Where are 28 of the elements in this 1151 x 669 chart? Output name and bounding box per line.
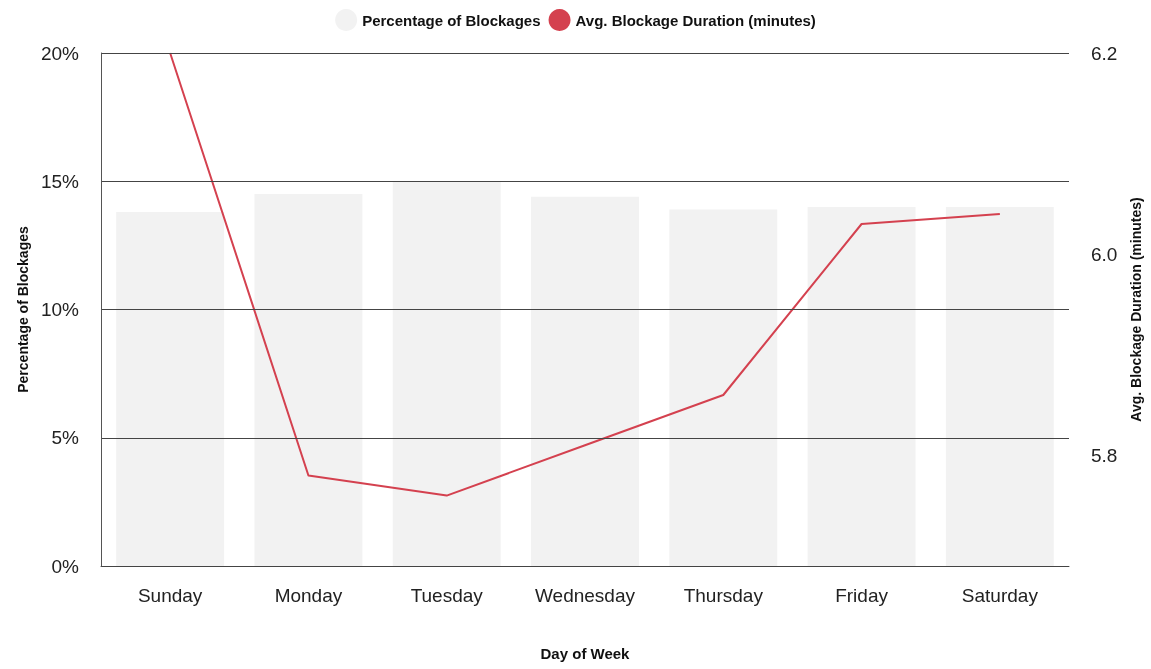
x-tick-label: Monday	[274, 585, 343, 606]
y-tick-label: 20%	[40, 42, 80, 64]
y2-tick-label: 5.8	[1091, 444, 1118, 466]
bar	[254, 194, 363, 566]
y-tick-label: 15%	[40, 170, 80, 192]
legend-label: Avg. Blockage Duration (minutes)	[575, 11, 816, 29]
y-tick-label: 5%	[51, 427, 80, 449]
legend-label: Percentage of Blockages	[362, 11, 541, 29]
y-tick-label: 0%	[51, 555, 80, 577]
y-axis-title: Percentage of Blockages	[15, 226, 32, 393]
x-tick-label: Friday	[835, 585, 889, 606]
bar	[531, 196, 639, 566]
y2-tick-label: 6.2	[1091, 42, 1118, 64]
x-tick-label: Wednesday	[535, 585, 636, 606]
x-tick-label: Thursday	[683, 585, 764, 606]
y2-tick-label: 6.0	[1091, 243, 1118, 265]
x-tick-label: Sunday	[137, 585, 203, 606]
bar	[116, 212, 225, 566]
y-tick-label: 10%	[40, 299, 80, 320]
x-tick-label: Tuesday	[410, 585, 484, 606]
bar	[669, 209, 778, 566]
x-axis-title: Day of Week	[540, 645, 631, 662]
y2-axis-title: Avg. Blockage Duration (minutes)	[1128, 197, 1144, 422]
bar	[945, 206, 1054, 566]
line-series	[169, 52, 1001, 497]
bar	[392, 181, 501, 566]
bar	[807, 206, 916, 566]
x-tick-label: Saturday	[961, 585, 1039, 606]
